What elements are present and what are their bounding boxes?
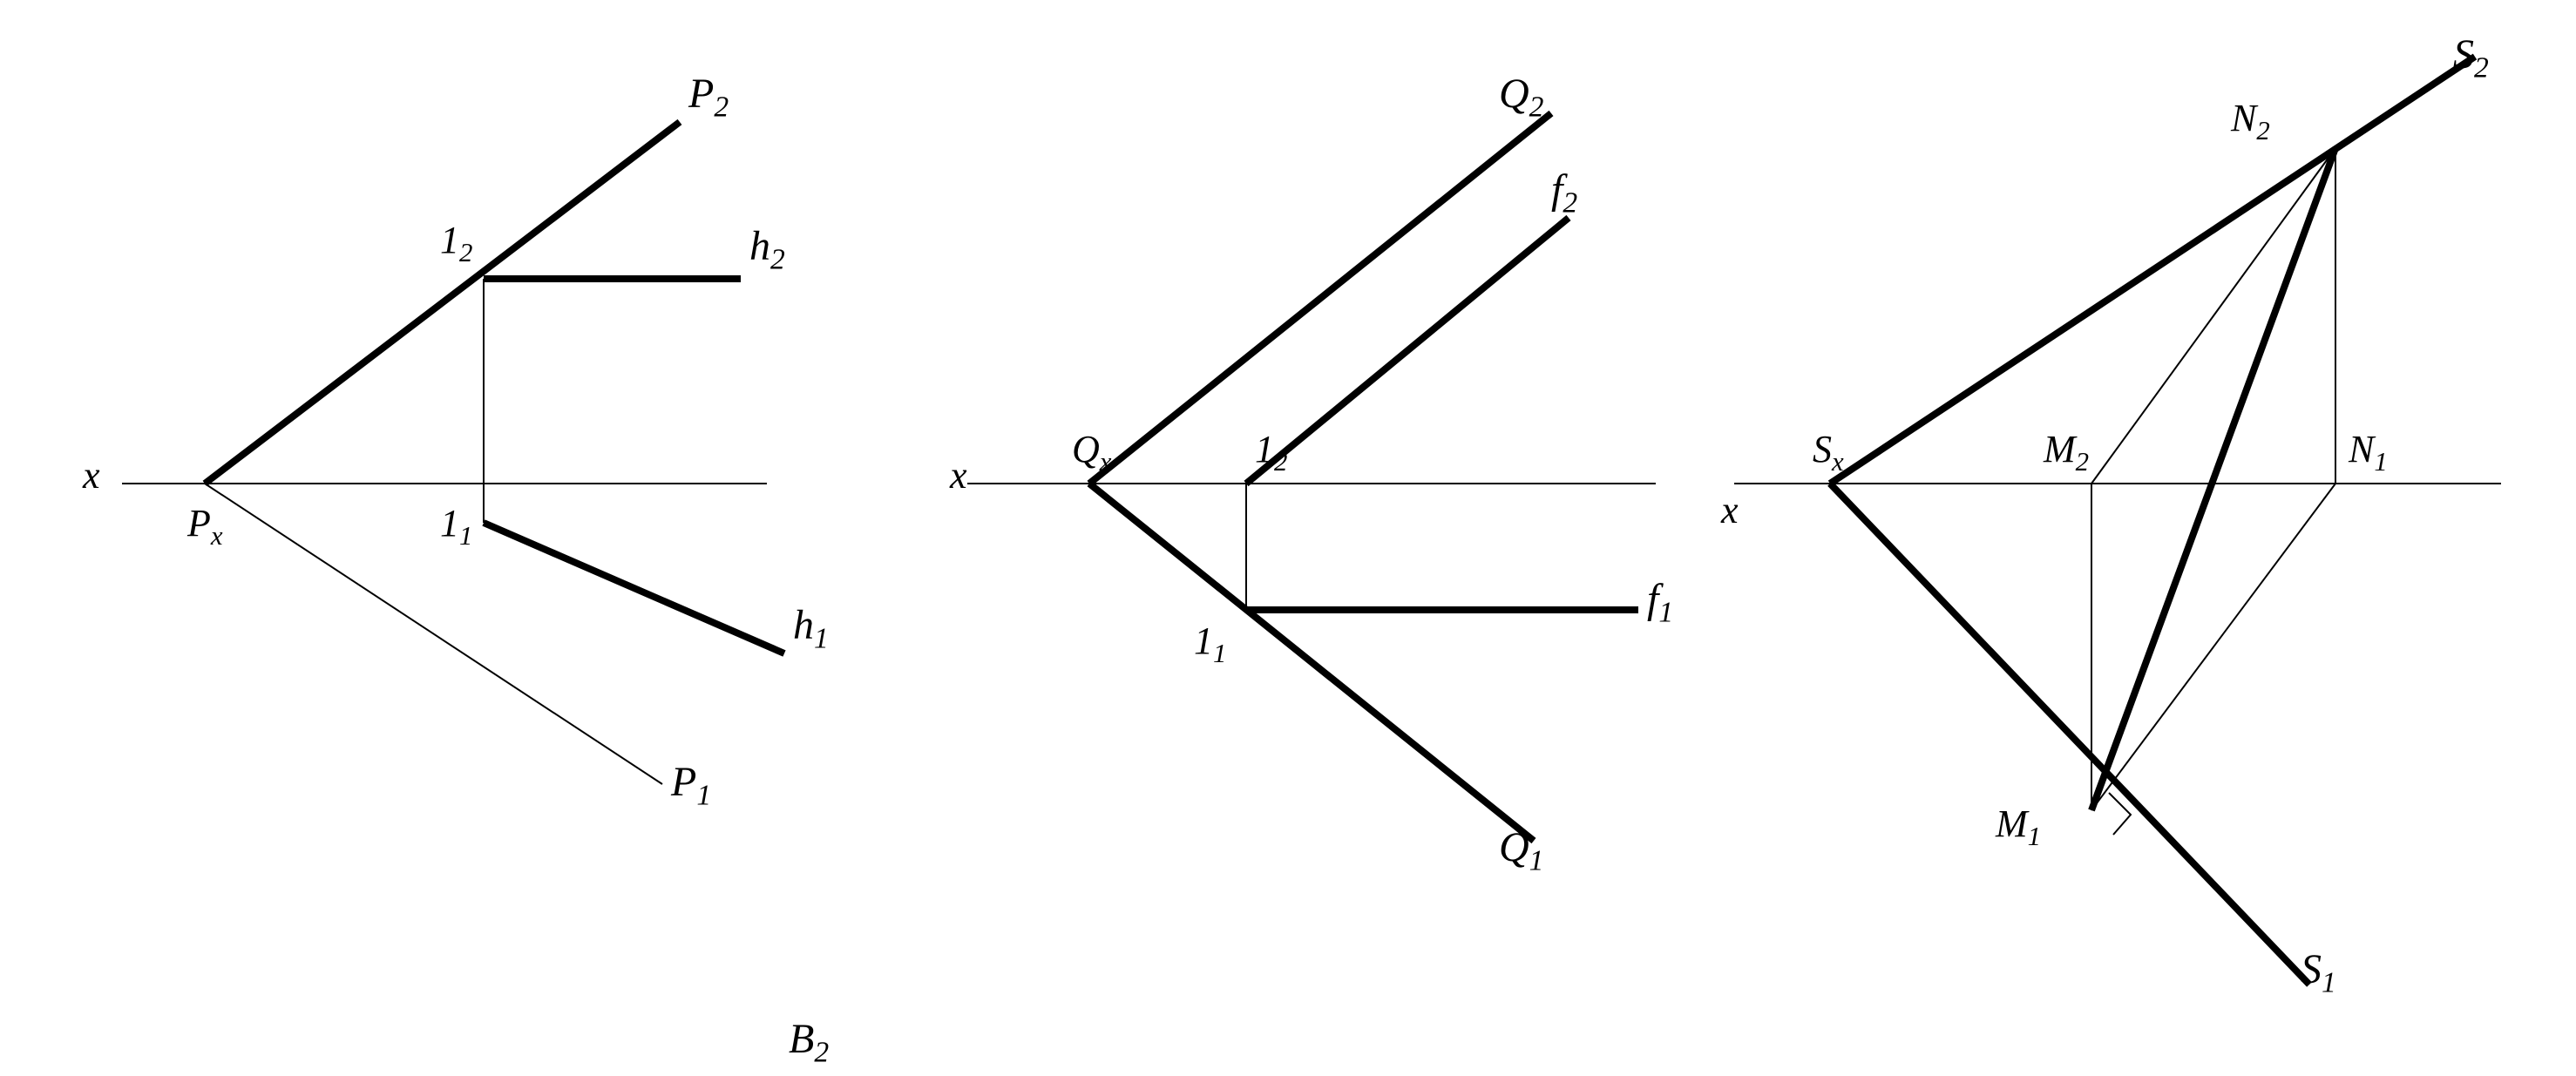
sub: x [211,521,223,551]
text: N [2349,428,2374,470]
d1-P2-label: P2 [688,70,729,125]
sub: 2 [814,1037,829,1069]
d3-N2-label: N2 [2231,96,2270,146]
d3-N1-label: N1 [2349,427,2388,477]
text: P [187,502,211,545]
d3-S2-label: S2 [2453,30,2489,85]
text: f [1551,166,1563,213]
d2-x-label: x [950,453,967,497]
sub: 2 [459,238,472,267]
sub: 2 [2474,52,2489,85]
d2-f2-label: f2 [1551,166,1577,220]
text: M [2044,428,2076,470]
sub: 2 [714,91,729,124]
d1-h2-label: h2 [749,222,785,277]
d2-I2-label: 12 [1255,427,1287,477]
sub: 1 [2374,447,2387,477]
sub: 1 [2028,822,2041,851]
sub: 1 [814,623,829,655]
diagram-3 [1734,57,2501,985]
text: Q [1499,824,1529,870]
text: h [793,602,814,648]
sub: 1 [1658,597,1673,629]
d1-I1-label: 11 [440,501,472,552]
sub: 2 [1563,187,1577,220]
text: B [789,1016,814,1062]
sub: 1 [1529,845,1544,877]
d2-Q1-label: Q1 [1499,823,1543,878]
sub: 2 [2256,116,2269,145]
sub: x [1100,447,1112,477]
sub: 1 [459,521,472,551]
text: Q [1072,428,1100,470]
text: 1 [440,502,459,545]
d3-M2-label: M2 [2044,427,2089,477]
sub: 2 [1274,447,1287,477]
text: h [749,223,770,269]
d2-f1-label: f1 [1647,575,1673,630]
sub: 2 [2076,447,2089,477]
d3-M1-label: M1 [1996,802,2041,852]
d3-S1-label: S1 [2301,945,2336,1000]
text: S [2453,31,2474,78]
text: P [688,71,714,117]
d3-Sx-label: Sx [1813,427,1844,477]
text: 1 [1255,428,1274,470]
d3-x-label: x [1721,488,1739,532]
text: S [1813,428,1832,470]
text: x [83,454,100,497]
canvas: x Px 11 12 P2 P1 h2 h1 x Qx 12 11 Q2 f2 … [0,0,2576,1076]
text: M [1996,802,2028,845]
d2-I1-label: 11 [1194,619,1226,669]
sub: 1 [2322,967,2336,999]
diagram-svg [0,0,2576,1076]
extra-B-label: B2 [789,1015,829,1070]
d1-Px-label: Px [187,501,223,552]
sub: 2 [1529,91,1544,124]
sub: x [1832,447,1844,477]
d2-Q2-label: Q2 [1499,70,1543,125]
sub: 2 [770,244,785,276]
d1-x-label: x [83,453,100,497]
d1-I2-label: 12 [440,218,472,268]
d1-h1-label: h1 [793,601,829,656]
sub: 1 [1213,639,1226,668]
d1-P1-label: P1 [671,758,711,813]
text: P [671,759,696,805]
text: 1 [1194,619,1213,662]
text: N [2231,97,2256,139]
text: 1 [440,219,459,261]
sub: 1 [696,780,711,812]
diagram-2 [967,113,1656,841]
text: x [950,454,967,497]
text: f [1647,576,1658,622]
text: Q [1499,71,1529,117]
d2-Qx-label: Qx [1072,427,1111,477]
text: x [1721,489,1739,531]
text: S [2301,946,2322,992]
